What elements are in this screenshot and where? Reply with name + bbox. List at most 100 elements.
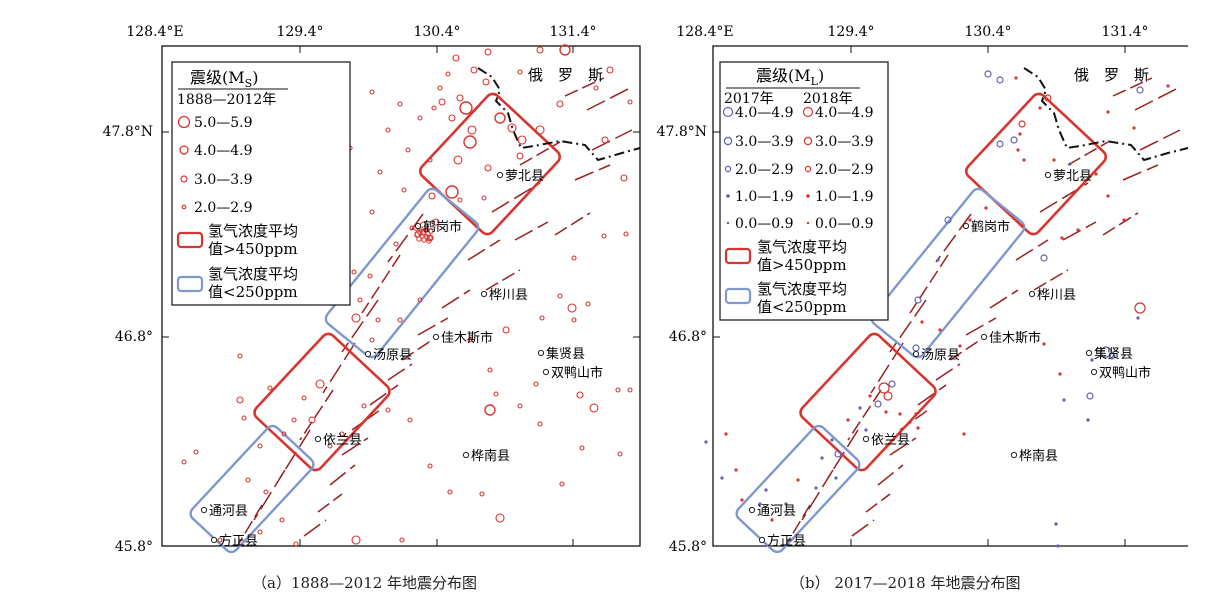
fault-segment bbox=[877, 464, 904, 486]
earthquake-event bbox=[557, 293, 563, 299]
caption-b: （b） 2017—2018 年地震分布图 bbox=[790, 574, 1021, 592]
city-label: 双鸭山市 bbox=[551, 365, 603, 381]
earthquake-event bbox=[517, 69, 523, 75]
earthquake-event bbox=[351, 313, 361, 323]
city-label: 萝北县 bbox=[1053, 169, 1092, 184]
country-label-a: 俄 罗 斯 bbox=[528, 66, 603, 84]
city-label: 桦南县 bbox=[471, 448, 510, 464]
city-label: 通河县 bbox=[757, 504, 796, 519]
earthquake-event bbox=[884, 410, 888, 414]
fault-segment bbox=[369, 384, 399, 406]
earthquake-event bbox=[377, 169, 383, 175]
earthquake-event bbox=[1056, 544, 1060, 548]
earthquake-event bbox=[796, 478, 800, 482]
city-marker bbox=[748, 506, 756, 514]
earthquake-event bbox=[245, 477, 251, 483]
earthquake-event bbox=[1022, 158, 1026, 162]
fault-segment bbox=[519, 141, 561, 166]
earthquake-event bbox=[291, 417, 297, 423]
earthquake-event bbox=[385, 407, 391, 413]
earthquake-event bbox=[533, 381, 539, 387]
earthquake-event bbox=[724, 432, 728, 436]
earthquake-event bbox=[445, 71, 451, 77]
legend-a: 震级(MS) 1888—2012年 5.0—5.9 4.0—4.9 3.0—3.… bbox=[171, 61, 351, 306]
earthquake-event bbox=[1106, 194, 1110, 198]
earthquake-event bbox=[385, 127, 391, 133]
legend-b-entry-2018: 3.0—3.9 bbox=[815, 134, 874, 150]
earthquake-event bbox=[1010, 136, 1018, 144]
legend-a-high-2: 值>450ppm bbox=[208, 240, 298, 258]
earthquake-event bbox=[517, 403, 523, 409]
zone-low-a-1 bbox=[324, 187, 480, 359]
earthquake-event bbox=[996, 76, 1004, 84]
city-label: 桦川县 bbox=[1037, 288, 1076, 303]
map-panel-b: 128.4°E 129.4° 130.4° 131.4° 47.8°N 46.8… bbox=[657, 24, 1189, 555]
earthquake-event bbox=[445, 185, 459, 199]
earthquake-event bbox=[267, 385, 273, 391]
fault-segment bbox=[341, 437, 369, 456]
earthquake-event bbox=[623, 231, 629, 237]
earthquake-event bbox=[620, 174, 628, 182]
x-tick-b-1: 129.4° bbox=[827, 24, 874, 40]
earthquake-event bbox=[1054, 522, 1058, 526]
fault-segment bbox=[1112, 77, 1153, 97]
earthquake-event bbox=[482, 78, 490, 86]
earthquake-event bbox=[1052, 158, 1056, 162]
earthquake-event bbox=[878, 382, 890, 394]
border-line-b bbox=[1023, 67, 1189, 162]
fault-segment bbox=[801, 469, 834, 521]
earthquake-event bbox=[470, 66, 478, 74]
city-marker bbox=[432, 333, 440, 341]
earthquake-event bbox=[996, 140, 1004, 148]
earthquake-event bbox=[936, 258, 940, 262]
earthquake-event bbox=[1122, 218, 1126, 222]
legend-b-high-2: 值>450ppm bbox=[757, 256, 847, 274]
earthquake-event bbox=[704, 440, 708, 444]
earthquake-event bbox=[938, 328, 942, 332]
earthquake-event bbox=[431, 105, 437, 111]
earthquake-event bbox=[846, 418, 850, 422]
earthquake-event bbox=[576, 391, 584, 399]
city-marker bbox=[414, 222, 422, 230]
x-tick-b-3: 131.4° bbox=[1101, 24, 1148, 40]
earthquake-event bbox=[764, 488, 768, 492]
legend-b-symbol-2017 bbox=[723, 136, 733, 146]
city-marker bbox=[1085, 349, 1093, 357]
city-label: 汤原县 bbox=[921, 348, 960, 363]
earthquake-event bbox=[414, 232, 420, 238]
earthquake-event bbox=[241, 415, 247, 421]
earthquake-event bbox=[456, 94, 464, 102]
earthquake-event bbox=[257, 529, 263, 535]
legend-b-low-2: 值<250ppm bbox=[757, 298, 847, 316]
earthquake-event bbox=[452, 54, 460, 62]
earthquake-event bbox=[1136, 316, 1140, 320]
city-marker bbox=[210, 536, 218, 544]
city-marker bbox=[542, 368, 550, 376]
earthquake-event bbox=[984, 70, 992, 78]
x-tick-b-0: 128.4°E bbox=[676, 24, 733, 40]
legend-a-period: 1888—2012年 bbox=[177, 92, 276, 108]
earthquake-event bbox=[1058, 372, 1062, 376]
earthquake-event bbox=[484, 164, 492, 172]
zone-high-a-2 bbox=[253, 332, 391, 472]
earthquake-event bbox=[1094, 172, 1098, 176]
legend-b-title: 震级(ML) bbox=[756, 66, 824, 88]
earthquake-event bbox=[257, 443, 263, 449]
earthquake-event bbox=[1100, 346, 1112, 358]
earthquake-event bbox=[481, 195, 487, 201]
fault-segment bbox=[485, 269, 521, 291]
legend-a-title: 震级(MS) bbox=[190, 68, 258, 90]
city-marker bbox=[912, 350, 920, 358]
legend-b-entry-2017: 4.0—4.9 bbox=[735, 105, 794, 121]
legend-b-entry-2017: 3.0—3.9 bbox=[735, 134, 794, 150]
earthquake-event bbox=[495, 513, 505, 523]
x-tick-a-1: 129.4° bbox=[276, 24, 323, 40]
legend-b-symbol-2018 bbox=[804, 165, 812, 173]
earthquake-event bbox=[1040, 254, 1048, 262]
earthquake-event bbox=[1068, 162, 1072, 166]
legend-a-entry-1: 4.0—4.9 bbox=[194, 143, 253, 159]
legend-b: 震级(ML) 2017年 2018年 4.0—4.9 4.0—4.9 3.0—3.9… bbox=[719, 61, 889, 321]
city-label: 鹤岗市 bbox=[971, 219, 1010, 235]
earthquake-event bbox=[516, 152, 524, 160]
earthquake-event bbox=[589, 403, 599, 413]
